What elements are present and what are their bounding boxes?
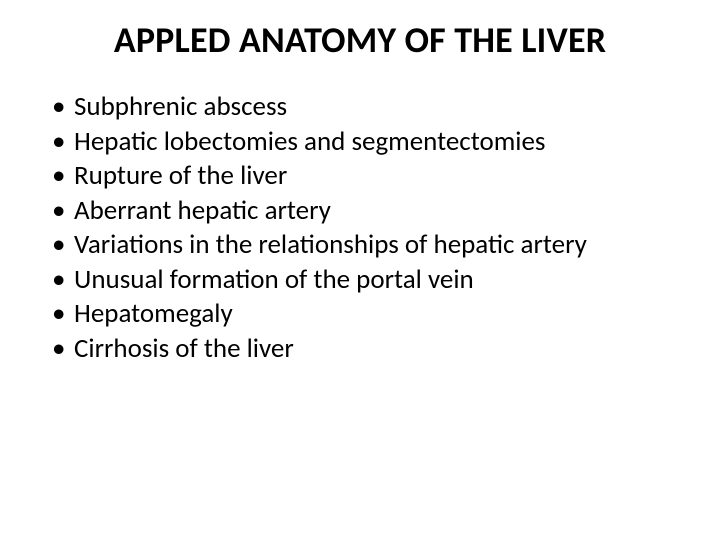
- list-item: Subphrenic abscess: [52, 90, 682, 125]
- list-item: Hepatomegaly: [52, 297, 682, 332]
- list-item: Cirrhosis of the liver: [52, 332, 682, 367]
- list-item: Aberrant hepatic artery: [52, 194, 682, 229]
- slide-title: APPLED ANATOMY OF THE LIVER: [38, 18, 682, 62]
- slide: APPLED ANATOMY OF THE LIVER Subphrenic a…: [0, 0, 720, 540]
- list-item: Hepatic lobectomies and segmentectomies: [52, 125, 682, 160]
- bullet-list: Subphrenic abscess Hepatic lobectomies a…: [38, 90, 682, 366]
- list-item: Unusual formation of the portal vein: [52, 263, 682, 298]
- list-item: Rupture of the liver: [52, 159, 682, 194]
- list-item: Variations in the relationships of hepat…: [52, 228, 682, 263]
